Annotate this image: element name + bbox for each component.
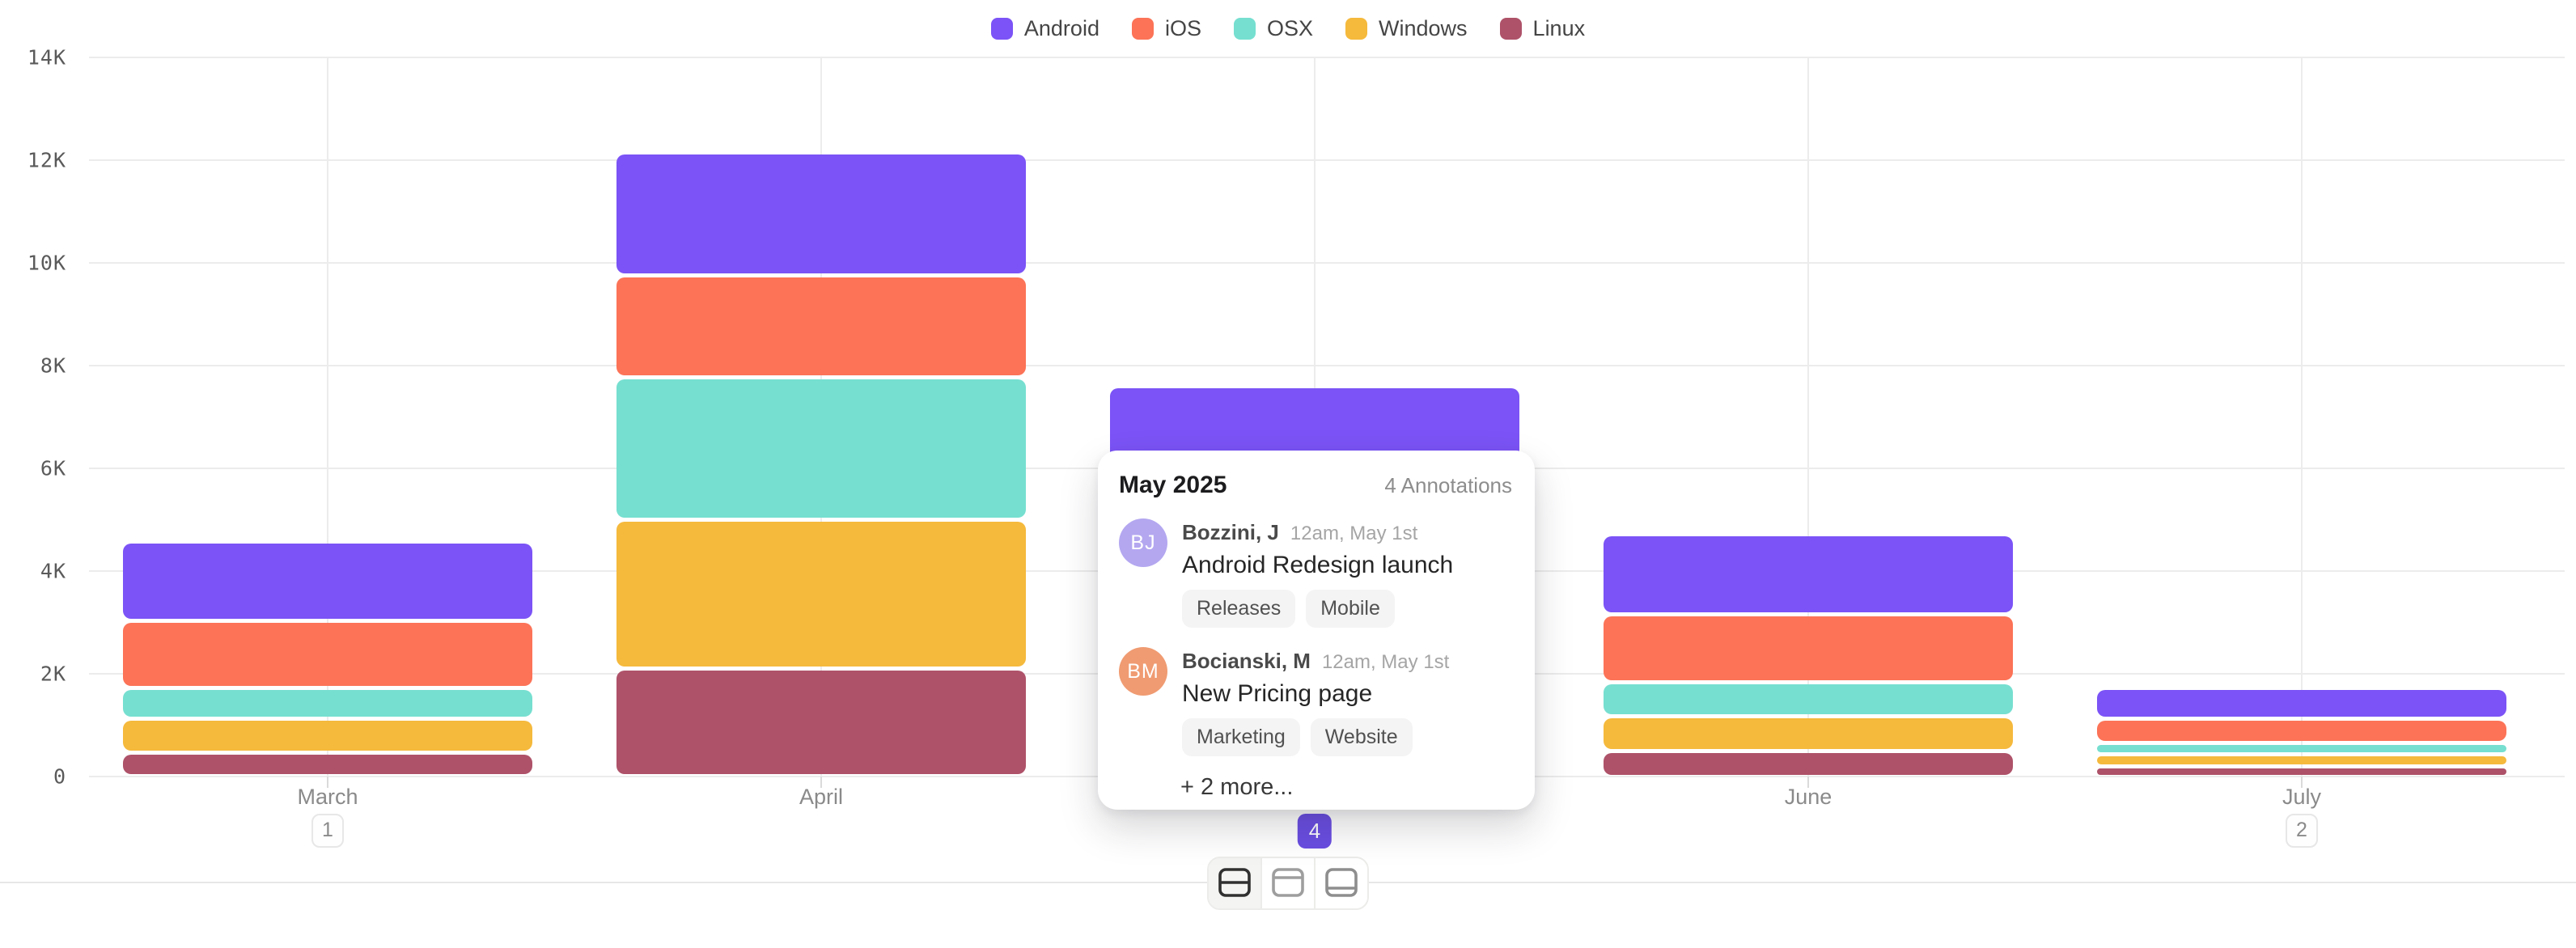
annotation-count-badge-may[interactable]: 4 bbox=[1297, 814, 1332, 849]
bar-segment-april-ios[interactable] bbox=[616, 277, 1026, 376]
x-axis-tick bbox=[327, 777, 328, 788]
annotation-item: BJ Bozzini, J 12am, May 1st Android Rede… bbox=[1119, 518, 1512, 628]
legend-label: Linux bbox=[1532, 16, 1586, 40]
tooltip-annotation-count: 4 Annotations bbox=[1384, 473, 1512, 497]
tag-chip: Mobile bbox=[1306, 590, 1395, 628]
layout-split-rows-button[interactable] bbox=[1209, 858, 1260, 908]
gridline-vertical bbox=[1807, 57, 1809, 777]
annotation-body: Bocianski, M 12am, May 1st New Pricing p… bbox=[1182, 647, 1449, 756]
bar-segment-april-linux[interactable] bbox=[616, 671, 1026, 775]
bar-segment-april-android[interactable] bbox=[616, 154, 1026, 274]
y-axis-label: 10K bbox=[27, 251, 66, 275]
gridline-vertical bbox=[327, 57, 328, 777]
y-axis-label: 0 bbox=[53, 764, 66, 789]
tag-chip: Releases bbox=[1182, 590, 1296, 628]
annotation-time: 12am, May 1st bbox=[1290, 523, 1418, 544]
annotation-meta: Bocianski, M 12am, May 1st bbox=[1182, 649, 1449, 674]
annotation-text: New Pricing page bbox=[1182, 680, 1373, 707]
legend-item-windows[interactable]: Windows bbox=[1345, 16, 1468, 41]
gridline-vertical bbox=[2301, 57, 2303, 777]
annotation-body: Bozzini, J 12am, May 1st Android Redesig… bbox=[1182, 518, 1453, 628]
legend-swatch-osx-icon bbox=[1233, 18, 1256, 40]
bar-segment-july-linux[interactable] bbox=[2097, 768, 2506, 776]
bar-segment-july-android[interactable] bbox=[2097, 690, 2506, 717]
gridline-horizontal bbox=[89, 57, 2565, 58]
bar-segment-june-android[interactable] bbox=[1604, 536, 2013, 612]
bar-segment-june-linux[interactable] bbox=[1604, 752, 2013, 775]
bar-segment-june-windows[interactable] bbox=[1604, 717, 2013, 749]
x-axis-label-july: July bbox=[2282, 785, 2322, 809]
x-axis-label-april: April bbox=[799, 785, 844, 809]
bar-segment-march-osx[interactable] bbox=[123, 689, 532, 717]
layout-bottom-panel-button[interactable] bbox=[1314, 858, 1367, 908]
bar-segment-june-osx[interactable] bbox=[1604, 684, 2013, 714]
show-more-annotations-link[interactable]: + 2 more... bbox=[1180, 774, 1294, 800]
legend-swatch-ios-icon bbox=[1131, 18, 1154, 40]
y-axis-label: 6K bbox=[40, 456, 66, 480]
annotation-author: Bozzini, J bbox=[1182, 520, 1279, 544]
tooltip-header: May 2025 4 Annotations bbox=[1119, 472, 1512, 499]
bar-segment-april-osx[interactable] bbox=[616, 379, 1026, 518]
bar-segment-july-ios[interactable] bbox=[2097, 721, 2506, 742]
avatar: BJ bbox=[1119, 518, 1167, 567]
bar-segment-july-windows[interactable] bbox=[2097, 755, 2506, 765]
tag-chip: Marketing bbox=[1182, 718, 1300, 756]
x-axis-label-march: March bbox=[297, 785, 358, 809]
layout-top-panel-button[interactable] bbox=[1260, 858, 1314, 908]
annotation-text: Android Redesign launch bbox=[1182, 552, 1454, 578]
bar-segment-march-linux[interactable] bbox=[123, 754, 532, 775]
annotation-count-badge-july[interactable]: 2 bbox=[2286, 814, 2318, 848]
legend-label: iOS bbox=[1164, 16, 1201, 40]
bar-segment-june-ios[interactable] bbox=[1604, 616, 2013, 681]
annotation-meta: Bozzini, J 12am, May 1st bbox=[1182, 520, 1453, 545]
layout-top-panel-icon bbox=[1270, 866, 1306, 901]
y-axis-label: 8K bbox=[40, 353, 66, 378]
legend-swatch-linux-icon bbox=[1499, 18, 1522, 40]
layout-bottom-panel-icon bbox=[1324, 866, 1359, 901]
bar-segment-march-windows[interactable] bbox=[123, 720, 532, 751]
legend-label: Windows bbox=[1379, 16, 1468, 40]
gridline-horizontal bbox=[89, 365, 2565, 366]
y-axis-label: 12K bbox=[27, 148, 66, 172]
annotation-item: BM Bocianski, M 12am, May 1st New Pricin… bbox=[1119, 647, 1512, 756]
legend-item-linux[interactable]: Linux bbox=[1499, 16, 1586, 41]
legend-label: OSX bbox=[1266, 16, 1314, 40]
layout-toolbar bbox=[1207, 857, 1369, 910]
legend-item-osx[interactable]: OSX bbox=[1233, 16, 1314, 41]
layout-split-rows-icon bbox=[1217, 866, 1252, 901]
avatar: BM bbox=[1119, 647, 1167, 696]
x-axis-tick bbox=[1807, 777, 1809, 788]
y-axis-label: 2K bbox=[40, 662, 66, 686]
x-axis-tick bbox=[2301, 777, 2303, 788]
x-axis-label-june: June bbox=[1784, 785, 1832, 809]
legend-swatch-android-icon bbox=[990, 18, 1013, 40]
y-axis-label: 4K bbox=[40, 559, 66, 583]
tooltip-title: May 2025 bbox=[1119, 472, 1227, 498]
legend-swatch-windows-icon bbox=[1345, 18, 1368, 40]
bar-segment-july-osx[interactable] bbox=[2097, 745, 2506, 752]
legend-item-ios[interactable]: iOS bbox=[1131, 16, 1201, 41]
bar-segment-april-windows[interactable] bbox=[616, 522, 1026, 667]
annotation-time: 12am, May 1st bbox=[1321, 651, 1450, 673]
chart-legend: Android iOS OSX Windows Linux bbox=[0, 16, 2576, 41]
legend-item-android[interactable]: Android bbox=[990, 16, 1099, 41]
annotation-author: Bocianski, M bbox=[1182, 649, 1311, 673]
y-axis-label: 14K bbox=[27, 45, 66, 70]
annotation-tags: Releases Mobile bbox=[1182, 590, 1453, 628]
bar-segment-march-ios[interactable] bbox=[123, 623, 532, 686]
bar-segment-march-android[interactable] bbox=[123, 543, 532, 620]
tag-chip: Website bbox=[1310, 718, 1413, 756]
annotation-count-badge-march[interactable]: 1 bbox=[311, 814, 344, 848]
gridline-horizontal bbox=[89, 262, 2565, 264]
annotation-tags: Marketing Website bbox=[1182, 718, 1449, 756]
legend-label: Android bbox=[1023, 16, 1099, 40]
annotation-tooltip: May 2025 4 Annotations BJ Bozzini, J 12a… bbox=[1098, 451, 1535, 810]
x-axis-tick bbox=[820, 777, 822, 788]
gridline-horizontal bbox=[89, 159, 2565, 161]
